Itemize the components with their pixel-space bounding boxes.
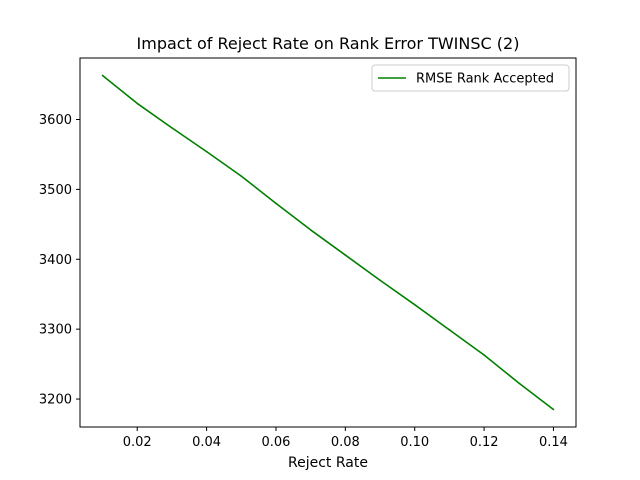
legend-label: RMSE Rank Accepted <box>416 72 554 87</box>
data-point <box>483 354 485 356</box>
data-point <box>448 329 451 331</box>
x-tick-label: 0.10 <box>400 435 429 450</box>
data-point <box>517 382 520 384</box>
legend-box <box>371 64 570 92</box>
y-tick-label: 3300 <box>39 323 72 338</box>
data-point <box>101 74 104 77</box>
x-tick-label: 0.04 <box>192 435 221 450</box>
x-tick-label: 0.02 <box>123 435 152 450</box>
y-tick-label: 3500 <box>39 183 72 198</box>
data-point <box>240 175 243 177</box>
y-tick-label: 3200 <box>39 393 72 408</box>
data-point <box>379 279 381 282</box>
data-point <box>205 150 208 153</box>
data-point <box>309 229 312 231</box>
plot-frame <box>79 57 577 428</box>
series-line <box>102 74 554 411</box>
x-axis-title: Reject Rate <box>288 455 368 471</box>
chart-title: Impact of Reject Rate on Rank Error TWIN… <box>137 34 520 53</box>
x-tick-label: 0.08 <box>331 435 360 450</box>
x-tick-label: 0.14 <box>539 435 568 450</box>
x-tick-label: 0.06 <box>261 435 290 450</box>
legend: RMSE Rank Accepted <box>371 64 570 92</box>
y-tick-label: 3600 <box>39 113 72 128</box>
data-point <box>275 202 277 205</box>
data-point <box>344 254 347 256</box>
x-tick-label: 0.12 <box>470 435 499 450</box>
data-point <box>171 127 173 129</box>
data-point <box>552 408 555 411</box>
data-point <box>136 102 139 105</box>
data-point <box>413 303 416 306</box>
y-tick-label: 3400 <box>39 253 72 268</box>
plot-area: 0.02 0.04 0.06 0.08 0.10 0.12 0.14 3200 3300 3400… <box>39 57 577 450</box>
